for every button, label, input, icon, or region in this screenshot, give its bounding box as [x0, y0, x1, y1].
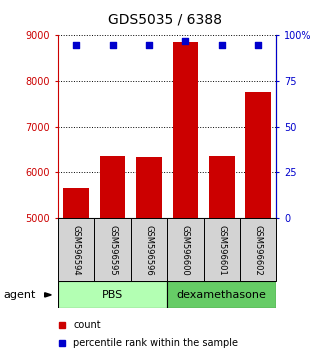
Bar [167, 218, 204, 281]
Text: GSM596600: GSM596600 [181, 224, 190, 275]
Text: dexamethasone: dexamethasone [177, 290, 267, 300]
Text: GSM596595: GSM596595 [108, 224, 117, 275]
Bar [173, 42, 198, 354]
Bar [131, 218, 167, 281]
Text: count: count [73, 320, 101, 330]
Point [256, 42, 261, 47]
Bar [64, 188, 89, 354]
Text: PBS: PBS [102, 290, 123, 300]
Text: GDS5035 / 6388: GDS5035 / 6388 [109, 12, 222, 27]
Bar [167, 281, 276, 308]
Text: GSM596602: GSM596602 [254, 224, 263, 275]
Bar [58, 218, 94, 281]
Text: GSM596601: GSM596601 [217, 224, 226, 275]
Bar [209, 156, 234, 354]
Text: GSM596594: GSM596594 [71, 224, 81, 275]
Point [183, 38, 188, 44]
Text: GSM596596: GSM596596 [144, 224, 154, 275]
Point [73, 42, 79, 47]
Bar [100, 156, 125, 354]
Point [146, 42, 152, 47]
Bar [136, 157, 162, 354]
Bar [58, 281, 167, 308]
Text: percentile rank within the sample: percentile rank within the sample [73, 338, 238, 348]
Polygon shape [45, 293, 51, 297]
Point [219, 42, 224, 47]
Bar [245, 92, 271, 354]
Point [110, 42, 115, 47]
Bar [240, 218, 276, 281]
Bar [204, 218, 240, 281]
Text: agent: agent [3, 290, 36, 300]
Bar [94, 218, 131, 281]
